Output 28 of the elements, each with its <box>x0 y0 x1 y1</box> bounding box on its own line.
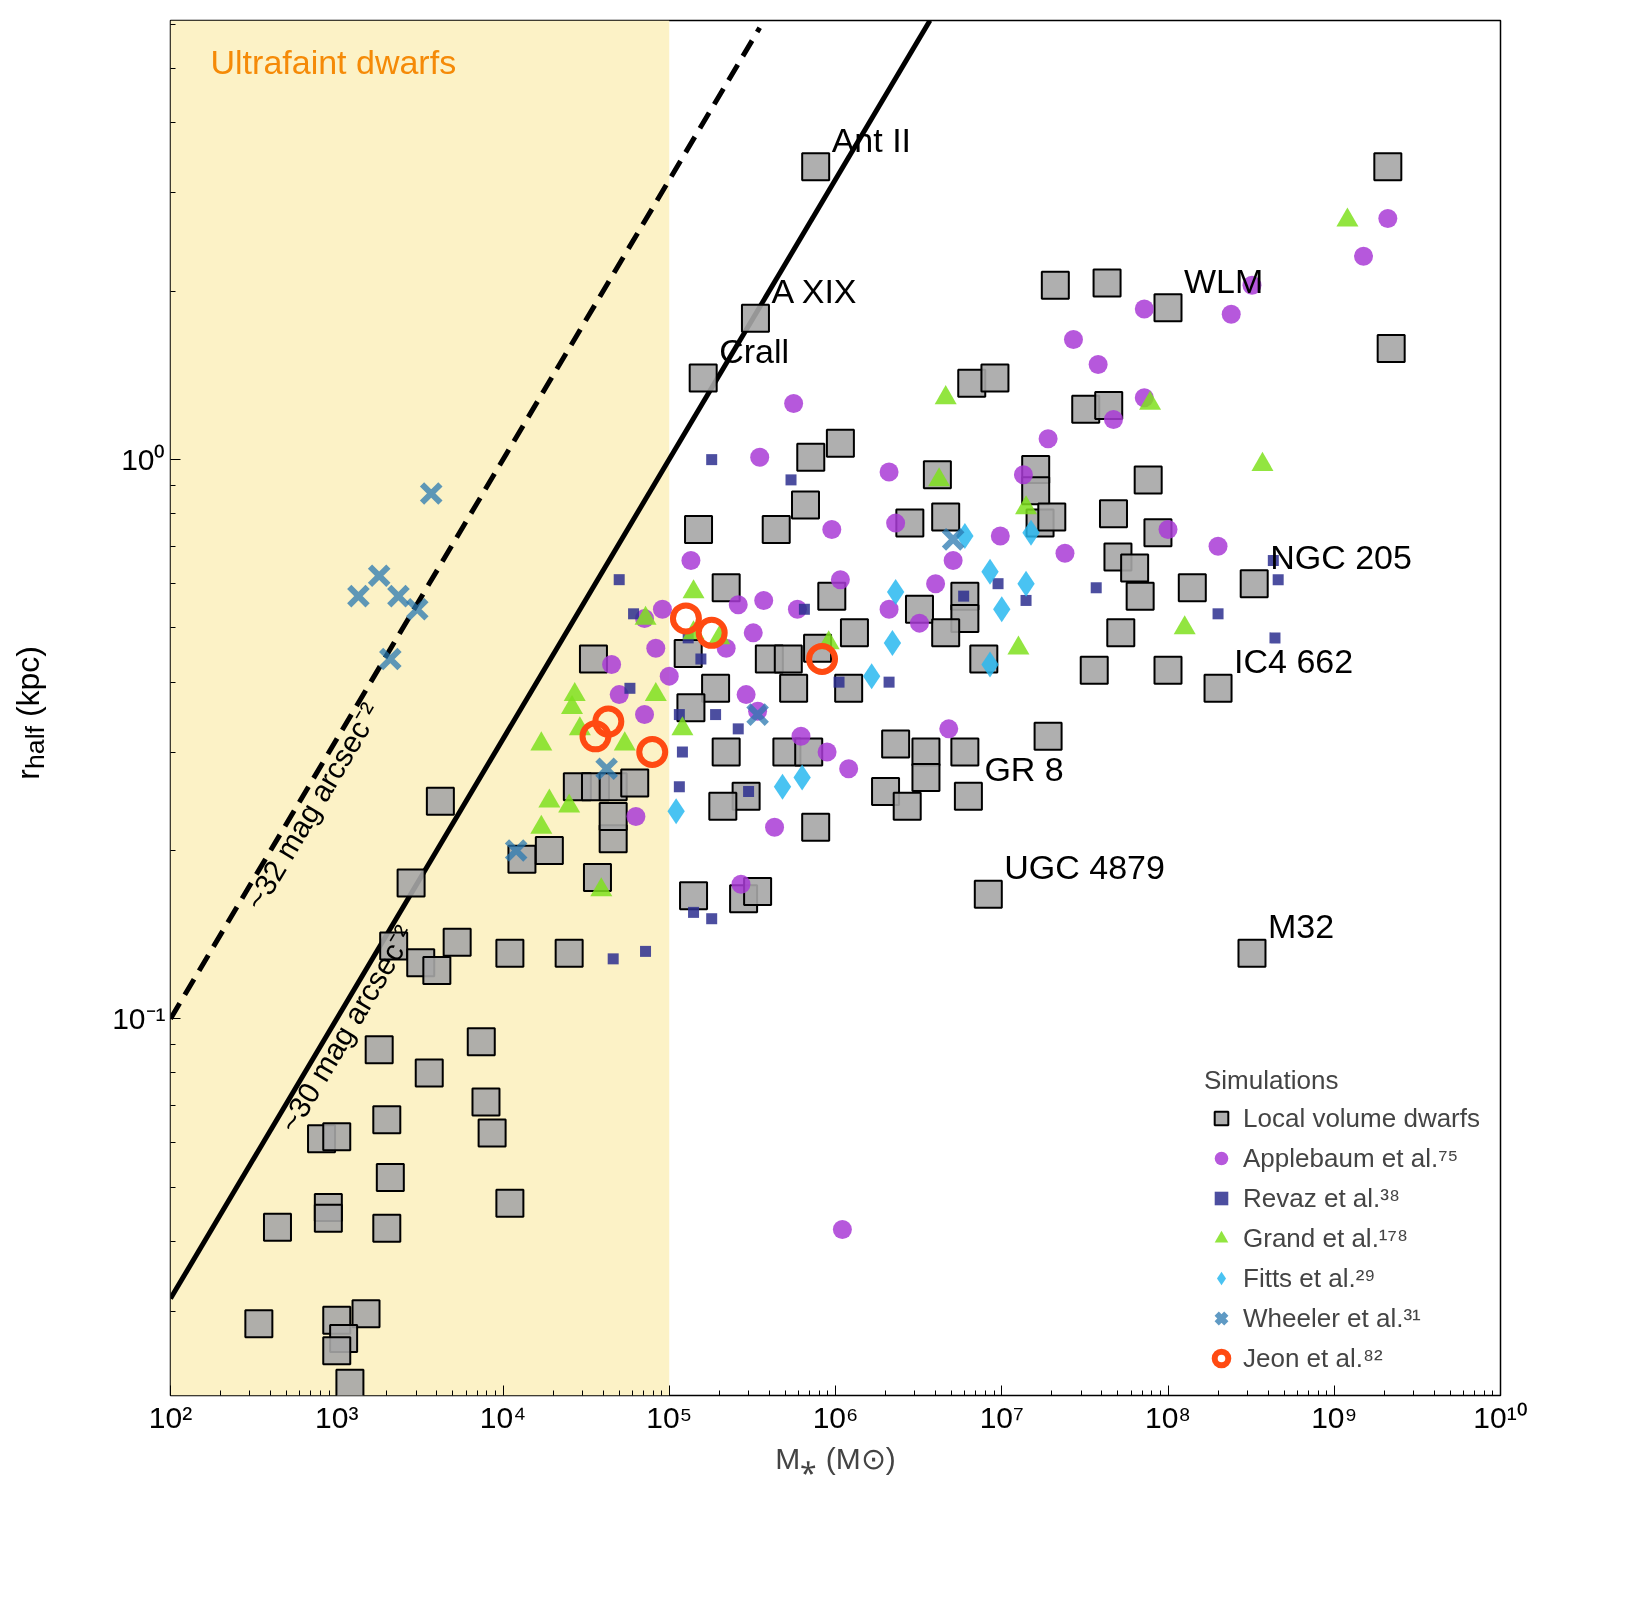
annotation: UGC 4879 <box>1004 848 1165 887</box>
y-tick-label: 10⁻¹ <box>112 1002 166 1036</box>
legend-label: Applebaum et al.⁷⁵ <box>1243 1142 1459 1174</box>
legend-label: Revaz et al.³⁸ <box>1243 1182 1400 1214</box>
x-tick-label: 10⁶ <box>812 1400 859 1434</box>
y-tick-label: 10⁰ <box>121 443 166 477</box>
x-axis-title: M⁎ (M⊙) <box>775 1441 896 1475</box>
annotation: NGC 205 <box>1270 537 1412 576</box>
legend-title: Simulations <box>1204 1065 1340 1096</box>
annotation: WLM <box>1184 261 1264 300</box>
x-tick-label: 10³ <box>315 1400 359 1434</box>
x-tick-label: 10⁵ <box>646 1400 693 1434</box>
annotation: GR 8 <box>984 750 1064 789</box>
annotation: IC4 662 <box>1234 642 1354 681</box>
annotation: M32 <box>1267 907 1335 946</box>
legend-label: Wheeler et al.³¹ <box>1243 1302 1421 1334</box>
x-tick-label: 10⁴ <box>479 1400 527 1434</box>
legend-label: Grand et al.¹⁷⁸ <box>1243 1222 1408 1254</box>
x-tick-label: 10¹⁰ <box>1473 1400 1528 1434</box>
x-tick-label: 10⁷ <box>979 1400 1024 1434</box>
legend-label: Jeon et al.⁸² <box>1243 1342 1383 1374</box>
x-tick-label: 10⁸ <box>1144 1400 1192 1434</box>
x-tick-label: 10² <box>148 1400 193 1434</box>
legend-label: Local volume dwarfs <box>1243 1102 1480 1134</box>
annotation: A XIX <box>771 272 857 311</box>
legend-label: Fitts et al.²⁹ <box>1243 1262 1376 1294</box>
x-tick-label: 10⁹ <box>1311 1400 1358 1434</box>
band-label: Ultrafaint dwarfs <box>210 42 457 81</box>
